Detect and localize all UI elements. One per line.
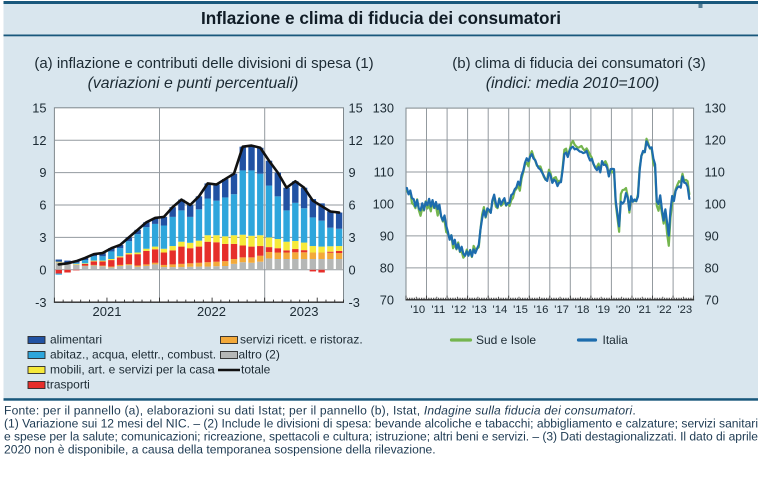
svg-text:2023: 2023 bbox=[290, 304, 319, 319]
svg-text:'20: '20 bbox=[616, 304, 631, 316]
svg-text:e spese per la salute; comunic: e spese per la salute; comunicazioni; ri… bbox=[4, 429, 758, 443]
svg-text:(variazioni e punti percentual: (variazioni e punti percentuali) bbox=[88, 75, 299, 92]
svg-text:130: 130 bbox=[373, 101, 394, 116]
svg-text:110: 110 bbox=[374, 165, 394, 180]
svg-text:'13: '13 bbox=[472, 304, 487, 316]
svg-text:-3: -3 bbox=[35, 295, 46, 310]
svg-text:6: 6 bbox=[349, 198, 356, 213]
svg-text:100: 100 bbox=[705, 197, 726, 212]
svg-text:'14: '14 bbox=[493, 304, 508, 316]
svg-text:'19: '19 bbox=[595, 304, 610, 316]
svg-text:70: 70 bbox=[380, 292, 394, 307]
svg-text:'17: '17 bbox=[554, 304, 569, 316]
svg-text:15: 15 bbox=[32, 100, 46, 115]
svg-text:3: 3 bbox=[349, 230, 356, 245]
svg-text:Italia: Italia bbox=[603, 333, 629, 347]
svg-text:'10: '10 bbox=[410, 304, 425, 316]
svg-text:(indici: media 2010=100): (indici: media 2010=100) bbox=[486, 75, 659, 92]
svg-text:'23: '23 bbox=[677, 304, 692, 316]
svg-text:abitaz., acqua, elettr., combu: abitaz., acqua, elettr., combust. bbox=[50, 348, 216, 362]
svg-text:Fonte: per il pannello (a), el: Fonte: per il pannello (a), elaborazioni… bbox=[4, 403, 636, 417]
svg-text:trasporti: trasporti bbox=[47, 378, 90, 392]
svg-text:70: 70 bbox=[705, 292, 719, 307]
svg-text:80: 80 bbox=[705, 261, 719, 276]
svg-text:15: 15 bbox=[349, 100, 363, 115]
svg-text:130: 130 bbox=[705, 101, 726, 116]
svg-text:90: 90 bbox=[705, 229, 719, 244]
svg-text:9: 9 bbox=[349, 165, 356, 180]
svg-text:alimentari: alimentari bbox=[50, 333, 102, 347]
svg-text:110: 110 bbox=[705, 165, 725, 180]
svg-text:(1) Variazione sui 12 mesi del: (1) Variazione sui 12 mesi del NIC. – (2… bbox=[4, 416, 758, 430]
svg-text:mobili, art. e servizi per la: mobili, art. e servizi per la casa bbox=[50, 363, 215, 377]
svg-text:12: 12 bbox=[349, 133, 363, 148]
svg-text:'16: '16 bbox=[534, 304, 549, 316]
svg-text:'12: '12 bbox=[452, 304, 467, 316]
svg-text:'15: '15 bbox=[513, 304, 528, 316]
svg-text:(a) inflazione e contributi de: (a) inflazione e contributi delle divisi… bbox=[34, 55, 373, 72]
svg-text:'22: '22 bbox=[657, 304, 672, 316]
svg-text:2022: 2022 bbox=[197, 304, 226, 319]
svg-text:0: 0 bbox=[39, 262, 46, 277]
svg-text:120: 120 bbox=[705, 133, 726, 148]
svg-text:6: 6 bbox=[39, 198, 46, 213]
svg-text:altro (2): altro (2) bbox=[239, 348, 280, 362]
svg-text:2020 non è disponibile, a caus: 2020 non è disponibile, a causa della te… bbox=[4, 442, 436, 456]
svg-text:-3: -3 bbox=[349, 295, 360, 310]
svg-text:totale: totale bbox=[241, 363, 271, 377]
svg-text:servizi ricett. e ristoraz.: servizi ricett. e ristoraz. bbox=[240, 333, 363, 347]
svg-text:'11: '11 bbox=[431, 304, 445, 316]
svg-text:'18: '18 bbox=[575, 304, 590, 316]
svg-text:2021: 2021 bbox=[93, 304, 122, 319]
svg-text:9: 9 bbox=[39, 165, 46, 180]
svg-text:80: 80 bbox=[380, 261, 394, 276]
svg-text:90: 90 bbox=[380, 229, 394, 244]
svg-text:Inflazione e clima di fiducia: Inflazione e clima di fiducia dei consum… bbox=[201, 8, 561, 28]
svg-text:12: 12 bbox=[32, 133, 46, 148]
svg-text:3: 3 bbox=[39, 230, 46, 245]
svg-text:'21: '21 bbox=[636, 304, 651, 316]
svg-text:100: 100 bbox=[373, 197, 394, 212]
svg-text:120: 120 bbox=[373, 133, 394, 148]
svg-text:(b) clima di fiducia dei consu: (b) clima di fiducia dei consumatori (3) bbox=[452, 55, 705, 72]
svg-text:Sud e Isole: Sud e Isole bbox=[476, 333, 536, 347]
svg-text:0: 0 bbox=[349, 262, 356, 277]
